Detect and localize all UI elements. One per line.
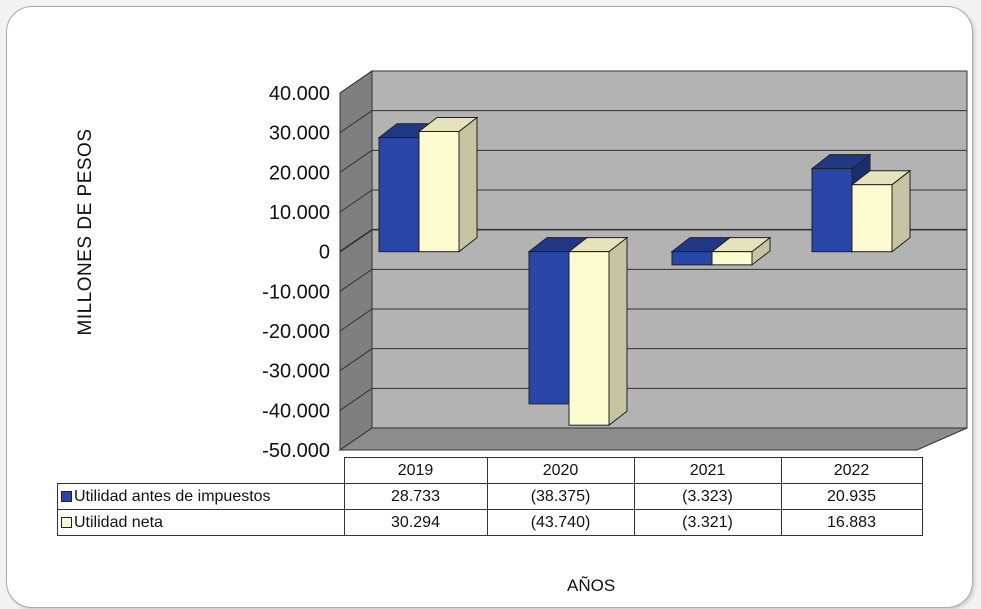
gridline (339, 348, 967, 372)
bar (417, 116, 479, 253)
gridline (339, 189, 967, 213)
y-tick-label: -30.000 (262, 361, 330, 383)
y-tick-label: 0 (319, 242, 330, 264)
gridline (339, 110, 967, 134)
bar-side (608, 236, 628, 427)
floor (338, 427, 968, 451)
bar-front (711, 251, 753, 266)
table-cell: 16.883 (780, 509, 923, 536)
gridline (339, 268, 967, 292)
table-row: Utilidad antes de impuestos 28.733 (38.3… (57, 483, 923, 510)
y-tick-label: 40.000 (269, 83, 330, 105)
table-row: Utilidad neta 30.294 (43.740) (3.321) 16… (57, 509, 923, 536)
plot-area: 40.000 30.000 20.000 10.000 0 -10.000 -20.000 -… (75, 70, 968, 462)
legend-label: Utilidad neta (74, 513, 163, 531)
table-cell: (38.375) (486, 483, 635, 510)
bar (850, 169, 912, 253)
chart-plot: 40.000 30.000 20.000 10.000 0 -10.000 -20.000 -… (75, 70, 968, 462)
bar-front (418, 131, 460, 253)
table-cell: 30.294 (343, 509, 488, 536)
y-axis-title: MILLONES DE PESOS (75, 128, 96, 335)
y-tick-label: -50.000 (262, 440, 330, 462)
legend-entry-series-1: Utilidad antes de impuestos (57, 483, 345, 510)
table-cell: (3.323) (633, 483, 782, 510)
table-header-cell: 2020 (486, 457, 635, 484)
y-tick-label: -40.000 (262, 400, 330, 422)
y-tick-label: 20.000 (269, 162, 330, 184)
table-header-cell: 2021 (633, 457, 782, 484)
bar-front (378, 137, 420, 253)
y-tick-label: -20.000 (262, 321, 330, 343)
table-header-cell: 2022 (780, 457, 923, 484)
table-header-row: 2019 2020 2021 2022 (58, 457, 923, 484)
bar-front (811, 168, 853, 253)
legend-label: Utilidad antes de impuestos (74, 487, 271, 505)
x-axis-title: AÑOS (567, 576, 616, 595)
bar (567, 236, 629, 427)
bar-front (568, 251, 610, 426)
legend-entry-series-2: Utilidad neta (57, 509, 345, 536)
table-cell: (43.740) (486, 509, 635, 536)
table-cell: 28.733 (343, 483, 488, 510)
gridline (339, 149, 967, 173)
gridline (339, 387, 967, 411)
gridline (339, 308, 967, 332)
y-tick-label: -10.000 (262, 281, 330, 303)
gridline (339, 70, 967, 94)
data-table: 2019 2020 2021 2022 Utilidad antes de im… (57, 457, 923, 536)
legend-swatch (61, 516, 72, 528)
table-cell: (3.321) (633, 509, 782, 536)
bar-side (458, 116, 478, 253)
legend-swatch (61, 490, 72, 502)
table-cell: 20.935 (780, 483, 923, 510)
gridline (339, 228, 967, 253)
table-corner (58, 458, 345, 484)
bar-front (671, 251, 713, 266)
side-wall (339, 70, 373, 451)
bar-front (851, 184, 893, 253)
table-header-cell: 2019 (343, 457, 488, 484)
y-tick-label: 30.000 (269, 123, 330, 145)
bar (710, 236, 772, 266)
chart-card: 40.000 30.000 20.000 10.000 0 -10.000 -20.000 -… (6, 6, 973, 608)
bar-front (528, 251, 570, 405)
y-tick-label: 10.000 (269, 202, 330, 224)
